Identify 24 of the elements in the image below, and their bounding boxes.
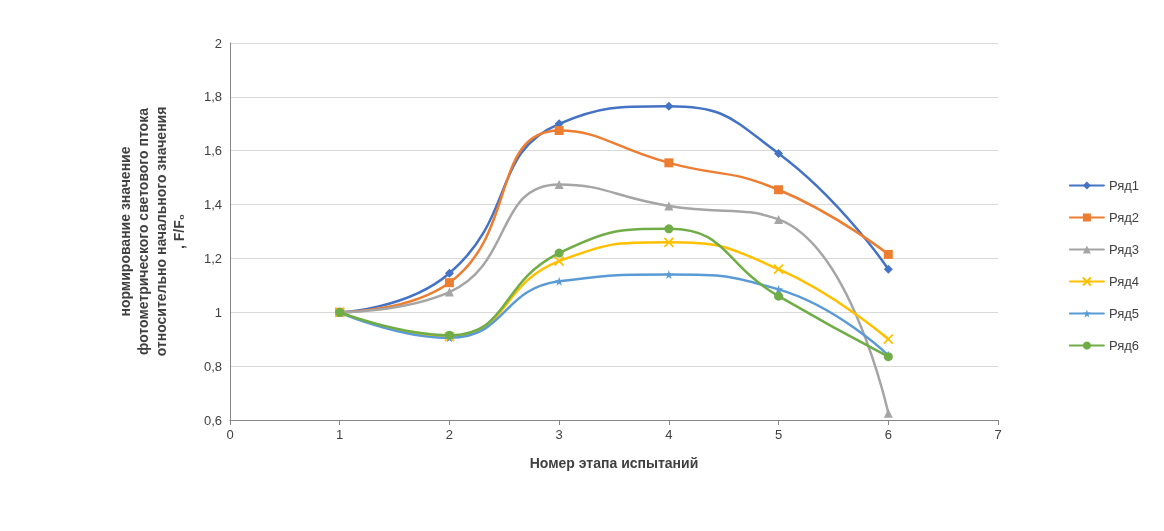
y-tick-label: 1,6	[203, 143, 222, 159]
legend-label: Ряд6	[1108, 338, 1140, 353]
y-tick-label: 0,6	[203, 412, 222, 428]
y-tick-label: 1	[214, 304, 222, 320]
x-tick-label: 5	[774, 427, 783, 442]
legend-label: Ряд4	[1108, 274, 1140, 289]
y-axis-title: нормирование значение фотометрического светового птока относительно начального значения , F/F₀	[117, 106, 187, 357]
legend-label: Ряд1	[1108, 178, 1140, 193]
x-tick-label: 4	[665, 427, 673, 442]
x-tick-label: 7	[994, 427, 1002, 442]
x-tick-label: 0	[226, 427, 234, 442]
legend-label: Ряд2	[1108, 210, 1140, 225]
y-tick-label: 1,4	[203, 197, 222, 213]
x-tick-label: 1	[336, 427, 344, 442]
x-tick-label: 6	[884, 427, 892, 442]
y-tick-label: 1,8	[203, 89, 222, 105]
x-axis-title: Номер этапа испытаний	[529, 455, 699, 471]
legend-label: Ряд3	[1108, 242, 1140, 257]
x-tick-label: 3	[555, 427, 563, 442]
x-tick-label: 2	[445, 427, 454, 442]
legend-label: Ряд5	[1108, 306, 1140, 321]
y-tick-label: 0,8	[203, 358, 222, 374]
y-tick-label: 1,2	[203, 250, 222, 266]
y-tick-label: 2	[214, 35, 222, 51]
